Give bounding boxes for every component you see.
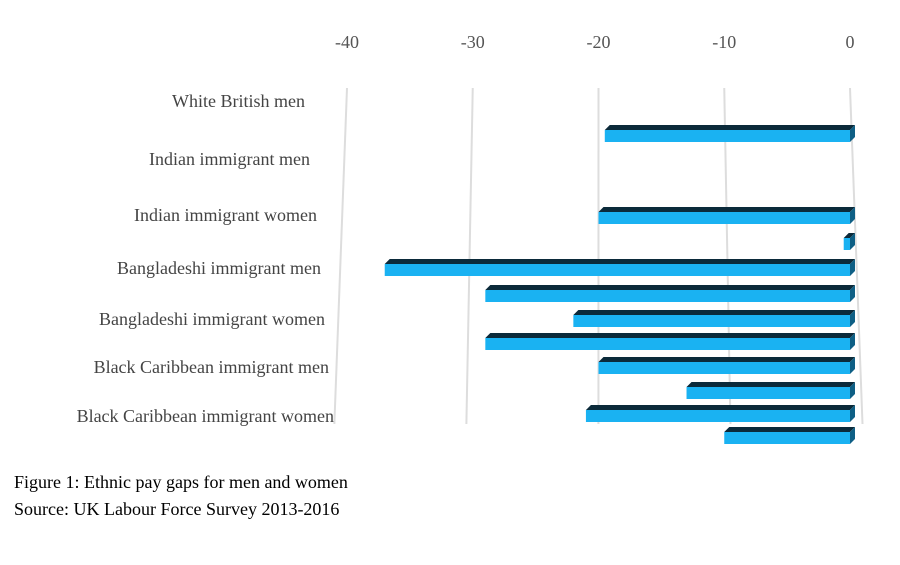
y-tick-label: Black Caribbean immigrant men	[94, 357, 329, 377]
bar	[585, 405, 855, 422]
bar-face	[573, 315, 850, 327]
bar-face	[485, 333, 855, 338]
bar-face	[850, 405, 855, 422]
bar	[604, 125, 855, 142]
bar-face	[585, 405, 855, 410]
bar	[724, 427, 855, 444]
bar-face	[724, 427, 855, 432]
x-tick-label: -30	[461, 32, 485, 52]
y-tick-label: Black Caribbean immigrant women	[77, 406, 334, 426]
bar-face	[585, 410, 850, 422]
bar	[598, 357, 855, 374]
bar-face	[598, 357, 855, 362]
bar-face	[850, 310, 855, 327]
y-tick-label: Indian immigrant women	[134, 205, 317, 225]
bar-face	[598, 362, 850, 374]
bar-face	[724, 432, 850, 444]
x-tick-label: -40	[335, 32, 359, 52]
bar-face	[604, 125, 855, 130]
bar	[573, 310, 855, 327]
bar-face	[598, 207, 855, 212]
chart-title: Figure 1: Ethnic pay gaps for men and wo…	[14, 472, 348, 492]
bar-face	[686, 382, 855, 387]
grid-line	[465, 87, 474, 425]
bar-face	[850, 207, 855, 224]
chart-subtitle: Source: UK Labour Force Survey 2013-2016	[14, 499, 339, 519]
grid-line	[849, 87, 864, 425]
bar	[384, 259, 855, 276]
bar	[598, 207, 855, 224]
bar-face	[485, 290, 850, 302]
bar-face	[850, 233, 855, 250]
x-tick-label: -20	[587, 32, 611, 52]
bar-face	[850, 333, 855, 350]
bar-face	[850, 357, 855, 374]
bar-face	[598, 212, 850, 224]
bar-face	[843, 238, 850, 250]
x-tick-label: -10	[712, 32, 736, 52]
grid-line	[333, 87, 348, 425]
bar-face	[850, 125, 855, 142]
bar-face	[384, 259, 855, 264]
bar	[485, 285, 855, 302]
bar-face	[850, 285, 855, 302]
bar-face	[573, 310, 855, 315]
bar-face	[485, 338, 850, 350]
bar-face	[384, 264, 850, 276]
bar-face	[850, 427, 855, 444]
bar-face	[485, 285, 855, 290]
bar	[485, 333, 855, 350]
bar	[686, 382, 855, 399]
bar-face	[850, 382, 855, 399]
x-tick-label: 0	[846, 32, 855, 52]
bar-face	[843, 233, 855, 238]
bar-face	[850, 259, 855, 276]
bar-face	[604, 130, 850, 142]
bar-face	[686, 387, 850, 399]
y-tick-label: Bangladeshi immigrant women	[99, 309, 325, 329]
y-tick-label: White British men	[172, 91, 305, 111]
bar	[843, 233, 855, 250]
y-tick-label: Bangladeshi immigrant men	[117, 258, 321, 278]
y-tick-label: Indian immigrant men	[149, 149, 310, 169]
